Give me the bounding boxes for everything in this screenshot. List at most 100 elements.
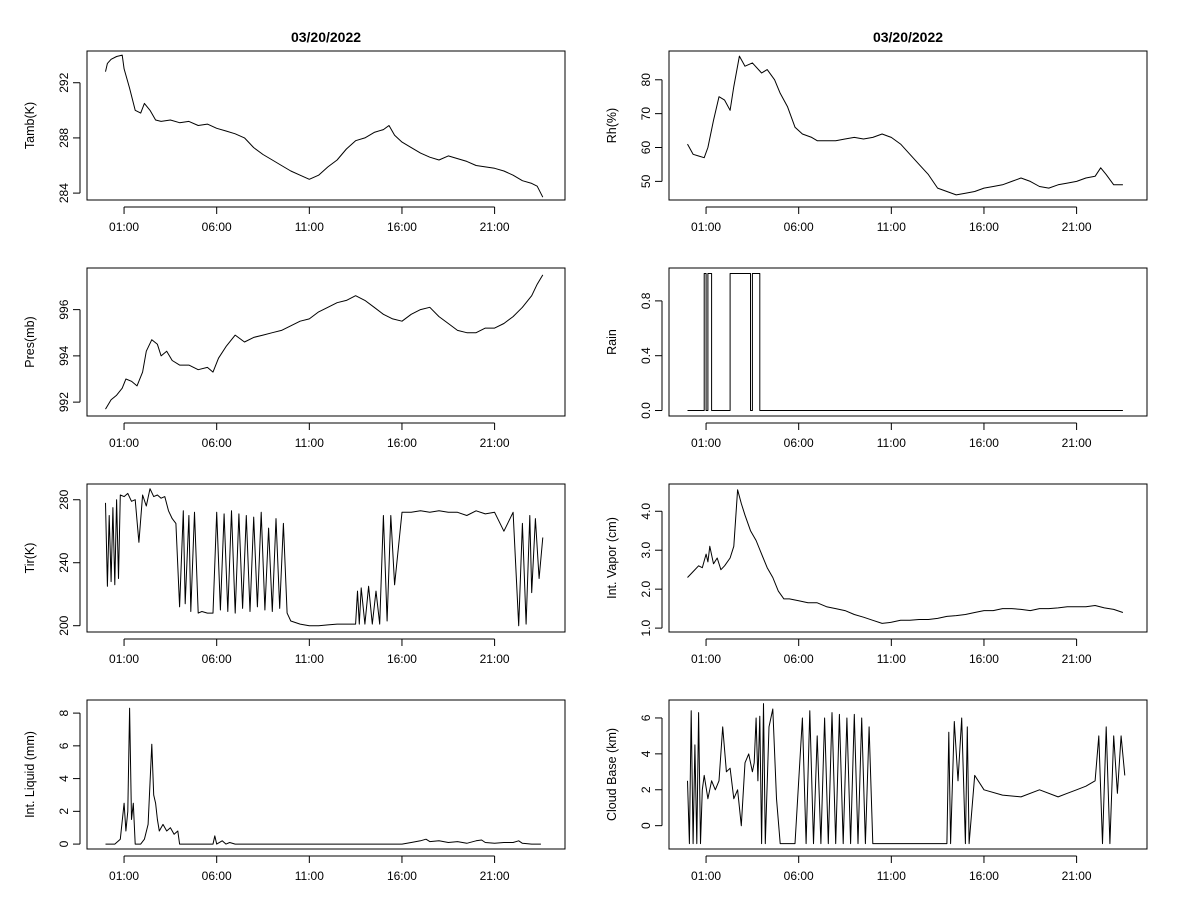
- y-tick-label: 60: [639, 141, 653, 155]
- x-tick-label: 21:00: [480, 652, 510, 666]
- x-tick-label: 21:00: [1062, 436, 1092, 450]
- panel-rh: 03/20/2022 01:00 06:00 11:00 16:00 21:00 50 60 7…: [605, 29, 1148, 234]
- y-tick-label: 288: [57, 128, 71, 148]
- y-axis-label: Cloud Base (km): [605, 728, 619, 821]
- series-line-vapor: [687, 489, 1124, 624]
- x-tick-label: 11:00: [295, 220, 324, 234]
- x-tick-label: 16:00: [969, 220, 999, 234]
- x-tick-label: 16:00: [387, 436, 417, 450]
- y-tick-label: 2: [639, 786, 653, 793]
- x-tick-label: 06:00: [202, 436, 232, 450]
- y-tick-label: 240: [57, 552, 71, 572]
- panel-title: 03/20/2022: [291, 29, 361, 45]
- y-tick-label: 2.0: [639, 580, 653, 597]
- y-tick-label: 284: [57, 183, 71, 203]
- x-tick-label: 11:00: [295, 652, 324, 666]
- y-tick-label: 292: [57, 72, 71, 92]
- series-line-rain: [687, 273, 1123, 411]
- y-axis-label: Rh(%): [605, 108, 619, 143]
- x-tick-label: 06:00: [202, 869, 232, 883]
- plot-frame: [668, 50, 1148, 201]
- x-tick-label: 16:00: [387, 652, 417, 666]
- x-tick-label: 01:00: [109, 869, 139, 883]
- panel-tir: 01:00 06:00 11:00 16:00 21:00 200 240 280 Tir(K): [23, 483, 566, 666]
- x-tick-label: 11:00: [877, 220, 906, 234]
- panel-title: 03/20/2022: [873, 29, 943, 45]
- plot-frame: [86, 699, 566, 850]
- x-tick-label: 16:00: [387, 869, 417, 883]
- y-tick-label: 2: [57, 808, 71, 815]
- series-line-pres: [105, 274, 544, 410]
- panel-liquid: 01:00 06:00 11:00 16:00 21:00 0 2 4 6 8 Int. Liqui…: [23, 699, 566, 883]
- x-tick-label: 11:00: [877, 869, 906, 883]
- panel-cloudbase: 01:00 06:00 11:00 16:00 21:00 0 2 4 6 Cloud Base …: [605, 699, 1148, 883]
- x-tick-label: 11:00: [877, 652, 906, 666]
- x-tick-label: 01:00: [691, 220, 721, 234]
- x-tick-label: 21:00: [480, 869, 510, 883]
- y-tick-label: 0.0: [639, 402, 653, 419]
- y-tick-label: 4: [639, 750, 653, 757]
- plot-frame: [668, 483, 1148, 633]
- y-tick-label: 4.0: [639, 503, 653, 520]
- y-axis-label: Int. Vapor (cm): [605, 517, 619, 599]
- plot-frame: [86, 483, 566, 633]
- x-tick-label: 01:00: [109, 652, 139, 666]
- panel-pres: 01:00 06:00 11:00 16:00 21:00 992 994 996 Pres(m…: [23, 267, 566, 450]
- x-tick-label: 21:00: [1062, 652, 1092, 666]
- y-tick-label: 992: [57, 392, 71, 412]
- x-tick-label: 11:00: [295, 436, 324, 450]
- x-tick-label: 21:00: [1062, 220, 1092, 234]
- x-tick-label: 16:00: [387, 220, 417, 234]
- y-tick-label: 0: [639, 822, 653, 829]
- x-tick-label: 06:00: [202, 652, 232, 666]
- y-tick-label: 0.8: [639, 292, 653, 309]
- x-tick-label: 01:00: [109, 436, 139, 450]
- x-tick-label: 01:00: [691, 652, 721, 666]
- plot-frame: [668, 699, 1148, 850]
- x-tick-label: 06:00: [784, 220, 814, 234]
- y-axis-label: Pres(mb): [23, 316, 37, 367]
- y-axis-label: Rain: [605, 329, 619, 355]
- x-tick-label: 16:00: [969, 436, 999, 450]
- series-line-tir: [105, 488, 544, 627]
- y-tick-label: 8: [57, 709, 71, 716]
- x-tick-label: 06:00: [784, 436, 814, 450]
- y-tick-label: 1.0: [639, 619, 653, 636]
- plot-frame: [668, 267, 1148, 417]
- y-tick-label: 4: [57, 775, 71, 782]
- y-axis-label: Tamb(K): [23, 102, 37, 149]
- x-tick-label: 06:00: [202, 220, 232, 234]
- x-tick-label: 06:00: [784, 869, 814, 883]
- x-tick-label: 21:00: [480, 220, 510, 234]
- y-axis-label: Tir(K): [23, 543, 37, 574]
- x-tick-label: 21:00: [480, 436, 510, 450]
- plot-frame: [86, 50, 566, 201]
- x-tick-label: 21:00: [1062, 869, 1092, 883]
- y-tick-label: 3.0: [639, 542, 653, 559]
- panel-tamb: 03/20/2022 01:00 06:00 11:00 16:00 21:00 284 28…: [23, 29, 566, 234]
- x-tick-label: 11:00: [295, 869, 324, 883]
- panel-vapor: 01:00 06:00 11:00 16:00 21:00 1.0 2.0 3.0 4.0 Int…: [605, 483, 1148, 666]
- plot-frame: [86, 267, 566, 417]
- x-tick-label: 01:00: [691, 436, 721, 450]
- x-tick-label: 01:00: [691, 869, 721, 883]
- x-tick-label: 16:00: [969, 652, 999, 666]
- y-tick-label: 70: [639, 107, 653, 121]
- series-line-rh: [687, 55, 1123, 196]
- series-line-cloudbase: [687, 703, 1126, 845]
- y-axis-label: Int. Liquid (mm): [23, 731, 37, 818]
- series-line-tamb: [105, 54, 544, 198]
- y-tick-label: 200: [57, 615, 71, 635]
- x-tick-label: 16:00: [969, 869, 999, 883]
- y-tick-label: 996: [57, 299, 71, 319]
- y-tick-label: 0: [57, 840, 71, 847]
- y-tick-label: 6: [57, 742, 71, 749]
- x-tick-label: 06:00: [784, 652, 814, 666]
- y-tick-label: 50: [639, 174, 653, 188]
- y-tick-label: 280: [57, 489, 71, 509]
- panel-rain: 01:00 06:00 11:00 16:00 21:00 0.0 0.4 0.8 Rain: [605, 267, 1148, 450]
- y-tick-label: 994: [57, 346, 71, 366]
- y-tick-label: 80: [639, 73, 653, 87]
- x-tick-label: 01:00: [109, 220, 139, 234]
